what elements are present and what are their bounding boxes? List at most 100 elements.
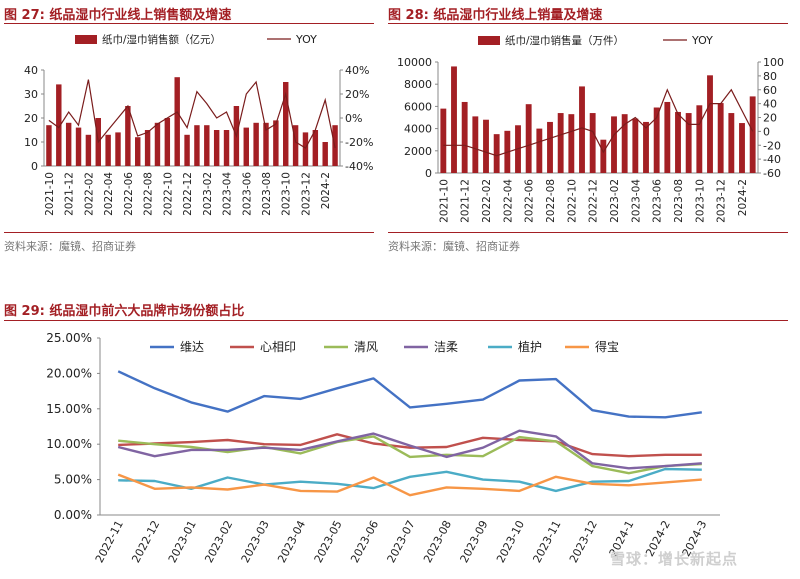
bar xyxy=(302,132,309,166)
bar xyxy=(174,77,180,166)
bar xyxy=(65,122,72,166)
x-tick-label: 2023-05 xyxy=(312,518,345,565)
x-tick-label: 2023-02 xyxy=(202,172,214,216)
x-tick-label: 2023-06 xyxy=(241,172,253,216)
bar xyxy=(653,107,660,173)
x-tick-label: 2023-01 xyxy=(166,518,199,565)
bar xyxy=(292,125,299,166)
x-tick-label: 2023-03 xyxy=(239,518,272,565)
left-tick-label: 4000 xyxy=(404,123,432,136)
right-tick-label: 80 xyxy=(763,70,777,83)
bar xyxy=(675,111,681,173)
x-tick-label: 2022-04 xyxy=(103,172,115,216)
y-tick-label: 15.00% xyxy=(46,402,92,416)
right-tick-label: 0 xyxy=(763,125,770,138)
y-tick-label: 25.00% xyxy=(46,331,92,345)
bar xyxy=(728,113,735,173)
bar xyxy=(568,114,575,173)
x-tick-label: 2023-08 xyxy=(673,179,685,223)
bar xyxy=(600,139,607,173)
x-tick-label: 2023-02 xyxy=(202,518,235,565)
left-tick-label: 0 xyxy=(425,167,432,180)
figure-29-caption: 纸品湿巾前六大品牌市场份额占比 xyxy=(49,304,245,319)
x-tick-label: 2024-2 xyxy=(737,179,749,216)
bar xyxy=(263,122,269,166)
x-tick-label: 2022-12 xyxy=(129,518,162,565)
figure-28-bottom-rule xyxy=(388,232,788,233)
left-tick-label: 40 xyxy=(24,64,38,77)
right-tick-label: -20 xyxy=(763,139,781,152)
bar xyxy=(632,118,639,173)
figure-29-title: 图 29: 纸品湿巾前六大品牌市场份额占比 xyxy=(4,300,244,319)
x-tick-label: 2022-12 xyxy=(182,172,194,216)
bar xyxy=(283,82,289,166)
right-tick-label: 100 xyxy=(763,56,784,69)
bar xyxy=(115,132,121,166)
figure-29-label: 图 29: xyxy=(4,304,45,319)
legend-label-5: 植护 xyxy=(518,339,542,354)
bar xyxy=(440,108,447,173)
y-tick-label: 5.00% xyxy=(54,473,92,487)
bar xyxy=(451,66,457,173)
bar xyxy=(154,122,161,166)
bar xyxy=(194,125,200,166)
x-tick-label: 2023-04 xyxy=(630,179,642,223)
bar xyxy=(461,101,468,173)
x-tick-label: 2023-12 xyxy=(300,172,312,216)
bar xyxy=(579,86,585,173)
legend-label-3: 清风 xyxy=(354,340,378,354)
bar xyxy=(253,122,259,166)
x-tick-label: 2023-06 xyxy=(652,179,664,223)
x-tick-label: 2023-11 xyxy=(530,518,563,565)
bar xyxy=(749,96,756,173)
x-tick-label: 2023-10 xyxy=(494,518,527,565)
x-tick-label: 2022-06 xyxy=(524,179,536,223)
chart-29: 0.00% 5.00% 10.00% 15.00% 20.00% 25.00% 维达 心相印 清… xyxy=(46,331,720,565)
right-tick-label: -40 xyxy=(763,153,781,166)
left-tick-label: 10 xyxy=(24,136,38,149)
chart-28: 纸巾/湿巾销售量（万件） YOY 0 2000 4000 6000 8000 10000 -60… xyxy=(397,34,784,223)
x-tick-label: 2021-10 xyxy=(438,179,450,223)
bar xyxy=(557,113,564,173)
figure-28-caption: 纸品湿巾行业线上销量及增速 xyxy=(433,8,603,23)
bar xyxy=(739,123,745,173)
x-tick-label: 2022-02 xyxy=(83,172,95,216)
x-tick-label: 2023-12 xyxy=(716,179,728,223)
figure-28-source: 资料来源：魔镜、招商证券 xyxy=(388,240,520,253)
bar xyxy=(56,84,62,166)
x-tick-label: 2021-12 xyxy=(460,179,472,223)
bar xyxy=(717,103,724,173)
bar xyxy=(493,134,500,173)
series-line-2 xyxy=(118,433,702,458)
figure-27-source: 资料来源：魔镜、招商证券 xyxy=(4,240,136,253)
yoy-line xyxy=(48,79,336,149)
legend-swatch-bar xyxy=(478,36,500,45)
y-tick-label: 10.00% xyxy=(46,437,92,451)
bar xyxy=(707,75,713,173)
figure-28-rule xyxy=(388,23,788,24)
bar xyxy=(525,104,532,173)
figure-27-caption: 纸品湿巾行业线上销售额及增速 xyxy=(49,8,232,23)
bar xyxy=(184,134,190,166)
x-tick-label: 2022-04 xyxy=(502,179,514,223)
x-tick-label: 2023-07 xyxy=(385,518,418,565)
x-tick-label: 2022-08 xyxy=(545,179,557,223)
left-tick-label: 8000 xyxy=(404,78,432,91)
x-tick-label: 2022-10 xyxy=(566,179,578,223)
x-tick-label: 2023-04 xyxy=(222,172,234,216)
legend-label-4: 洁柔 xyxy=(434,340,458,354)
figure-28-label: 图 28: xyxy=(388,8,429,23)
x-tick-label: 2023-04 xyxy=(275,518,308,565)
bar xyxy=(696,105,703,173)
x-tick-label: 2021-10 xyxy=(44,172,56,216)
legend-label-2: 心相印 xyxy=(260,340,296,354)
bar xyxy=(213,130,220,166)
legend-swatch-bar xyxy=(75,35,97,44)
legend-label-yoy: YOY xyxy=(691,34,713,47)
legend-label-bar: 纸巾/湿巾销售额（亿元） xyxy=(102,33,221,46)
bar xyxy=(621,114,628,173)
bar xyxy=(472,116,479,173)
left-tick-label: 20 xyxy=(24,112,38,125)
x-tick-label: 2023-12 xyxy=(567,518,600,565)
right-tick-label: 0% xyxy=(345,112,362,125)
